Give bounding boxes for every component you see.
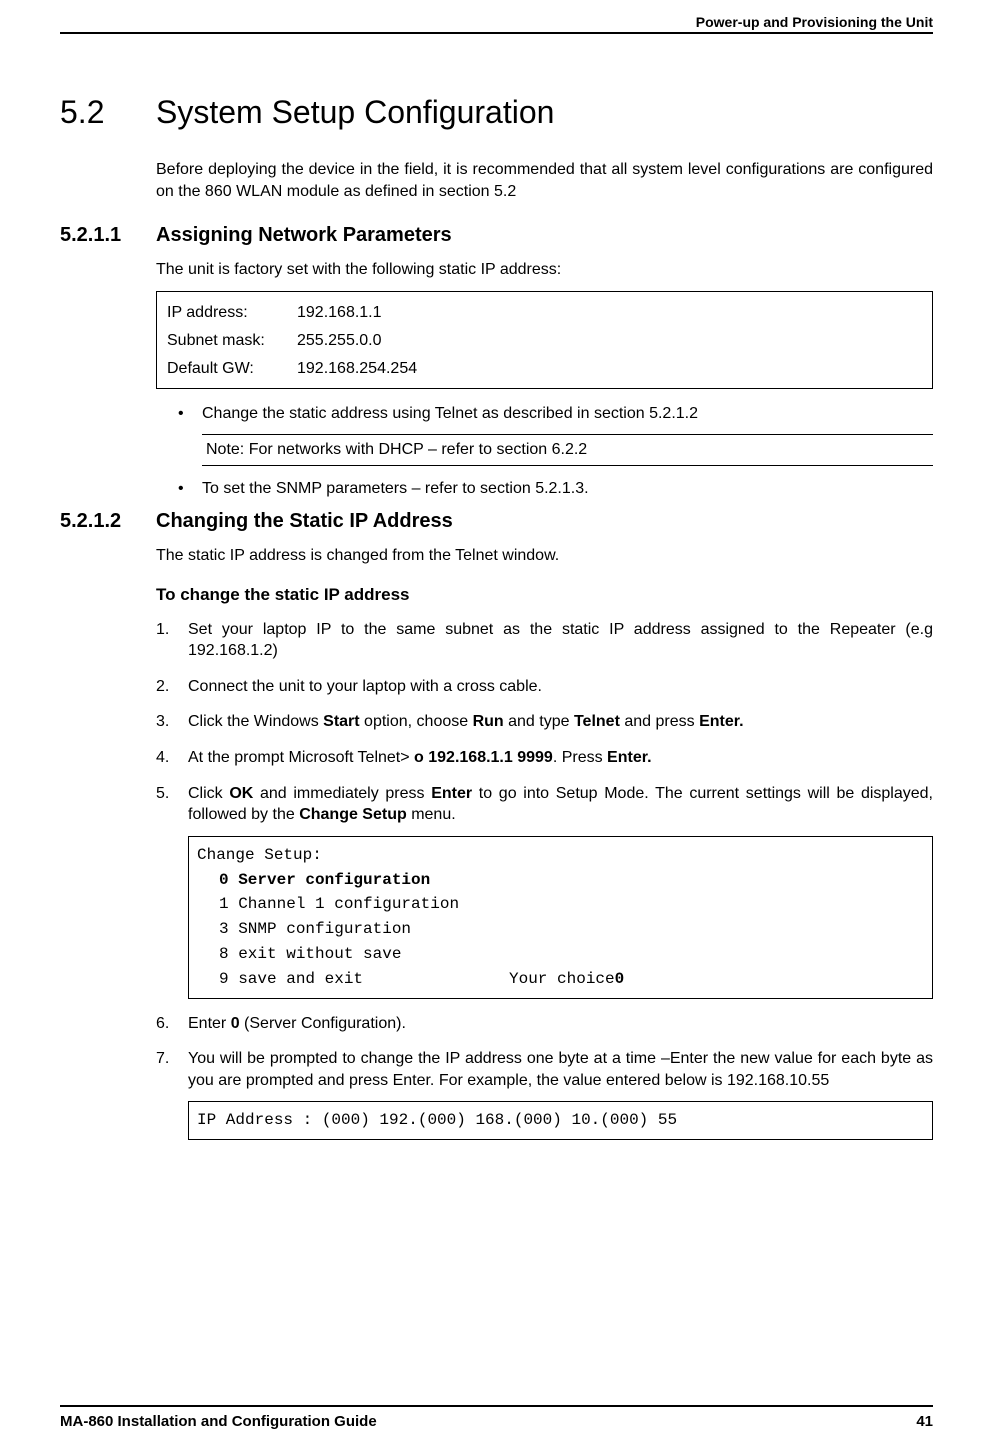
note-band: Note: For networks with DHCP – refer to … xyxy=(202,434,933,466)
table-label: IP address: xyxy=(167,304,297,322)
step-item: Click the Windows Start option, choose R… xyxy=(156,711,933,733)
subsection-number: 5.2.1.2 xyxy=(60,510,156,533)
subsection-number: 5.2.1.1 xyxy=(60,224,156,247)
bold-text: Enter. xyxy=(699,713,743,730)
step-text: You will be prompted to change the IP ad… xyxy=(188,1050,933,1089)
list-item: Change the static address using Telnet a… xyxy=(178,403,933,425)
step-text: menu. xyxy=(407,806,456,823)
table-value: 192.168.1.1 xyxy=(297,304,382,322)
sub1-lead: The unit is factory set with the followi… xyxy=(156,259,933,281)
sub2-lead: The static IP address is changed from th… xyxy=(156,545,933,567)
change-setup-menu: Change Setup: 0 Server configuration 1 C… xyxy=(188,836,933,999)
subsection-heading: 5.2.1.2 Changing the Static IP Address xyxy=(60,510,933,533)
howto-title: To change the static IP address xyxy=(156,585,933,605)
menu-choice-label: Your choice xyxy=(509,967,615,992)
table-row: Subnet mask: 255.255.0.0 xyxy=(167,332,922,350)
step-item: At the prompt Microsoft Telnet> o 192.16… xyxy=(156,747,933,769)
subsection-title: Assigning Network Parameters xyxy=(156,224,452,247)
footer-rule xyxy=(60,1405,933,1407)
list-item: To set the SNMP parameters – refer to se… xyxy=(178,478,933,500)
step-text: option, choose xyxy=(360,713,473,730)
section-number: 5.2 xyxy=(60,94,156,131)
table-value: 255.255.0.0 xyxy=(297,332,382,350)
bold-text: Change Setup xyxy=(299,806,407,823)
table-label: Default GW: xyxy=(167,360,297,378)
bold-text: 0 xyxy=(231,1015,240,1032)
footer-doc-title: MA-860 Installation and Configuration Gu… xyxy=(60,1413,377,1430)
section-heading: 5.2 System Setup Configuration xyxy=(60,94,933,131)
bold-text: Enter. xyxy=(607,749,651,766)
step-text: Click xyxy=(188,785,229,802)
menu-line-3: 3 SNMP configuration xyxy=(197,917,924,942)
bold-text: Start xyxy=(323,713,359,730)
menu-line-0: 0 Server configuration xyxy=(197,868,924,893)
running-header: Power-up and Provisioning the Unit xyxy=(60,14,933,30)
steps-list: Set your laptop IP to the same subnet as… xyxy=(156,619,933,1141)
step-item: Connect the unit to your laptop with a c… xyxy=(156,676,933,698)
menu-line-9-left: 9 save and exit xyxy=(219,967,509,992)
table-row: IP address: 192.168.1.1 xyxy=(167,304,922,322)
step-item: Set your laptop IP to the same subnet as… xyxy=(156,619,933,662)
header-rule xyxy=(60,32,933,34)
bold-text: Enter xyxy=(431,785,472,802)
sub1-bullets: Change the static address using Telnet a… xyxy=(178,403,933,425)
page-footer: MA-860 Installation and Configuration Gu… xyxy=(60,1405,933,1430)
step-item: Enter 0 (Server Configuration). xyxy=(156,1013,933,1035)
step-text: (Server Configuration). xyxy=(240,1015,406,1032)
step-item: You will be prompted to change the IP ad… xyxy=(156,1048,933,1140)
step-text: and type xyxy=(504,713,574,730)
step-text: and press xyxy=(620,713,699,730)
ip-defaults-table: IP address: 192.168.1.1 Subnet mask: 255… xyxy=(156,291,933,389)
menu-line-1: 1 Channel 1 configuration xyxy=(197,892,924,917)
table-label: Subnet mask: xyxy=(167,332,297,350)
ip-prompt-box: IP Address : (000) 192.(000) 168.(000) 1… xyxy=(188,1101,933,1140)
footer-page-number: 41 xyxy=(916,1413,933,1430)
table-row: Default GW: 192.168.254.254 xyxy=(167,360,922,378)
step-text: Enter xyxy=(188,1015,231,1032)
menu-title: Change Setup: xyxy=(197,843,924,868)
bold-text: Telnet xyxy=(574,713,620,730)
section-title: System Setup Configuration xyxy=(156,94,554,131)
menu-line-9: 9 save and exit Your choice 0 xyxy=(197,967,924,992)
table-value: 192.168.254.254 xyxy=(297,360,417,378)
section-intro: Before deploying the device in the field… xyxy=(156,159,933,202)
menu-choice-value: 0 xyxy=(615,967,625,992)
sub1-bullets-2: To set the SNMP parameters – refer to se… xyxy=(178,478,933,500)
subsection-title: Changing the Static IP Address xyxy=(156,510,453,533)
subsection-heading: 5.2.1.1 Assigning Network Parameters xyxy=(60,224,933,247)
bold-text: o 192.168.1.1 9999 xyxy=(414,749,553,766)
bold-text: Run xyxy=(473,713,504,730)
step-text: and immediately press xyxy=(253,785,431,802)
menu-line-8: 8 exit without save xyxy=(197,942,924,967)
step-text: At the prompt Microsoft Telnet> xyxy=(188,749,414,766)
step-text: Click the Windows xyxy=(188,713,323,730)
ip-prompt-text: IP Address : (000) 192.(000) 168.(000) 1… xyxy=(197,1111,677,1129)
step-text: . Press xyxy=(553,749,607,766)
bold-text: OK xyxy=(229,785,253,802)
step-item: Click OK and immediately press Enter to … xyxy=(156,783,933,999)
